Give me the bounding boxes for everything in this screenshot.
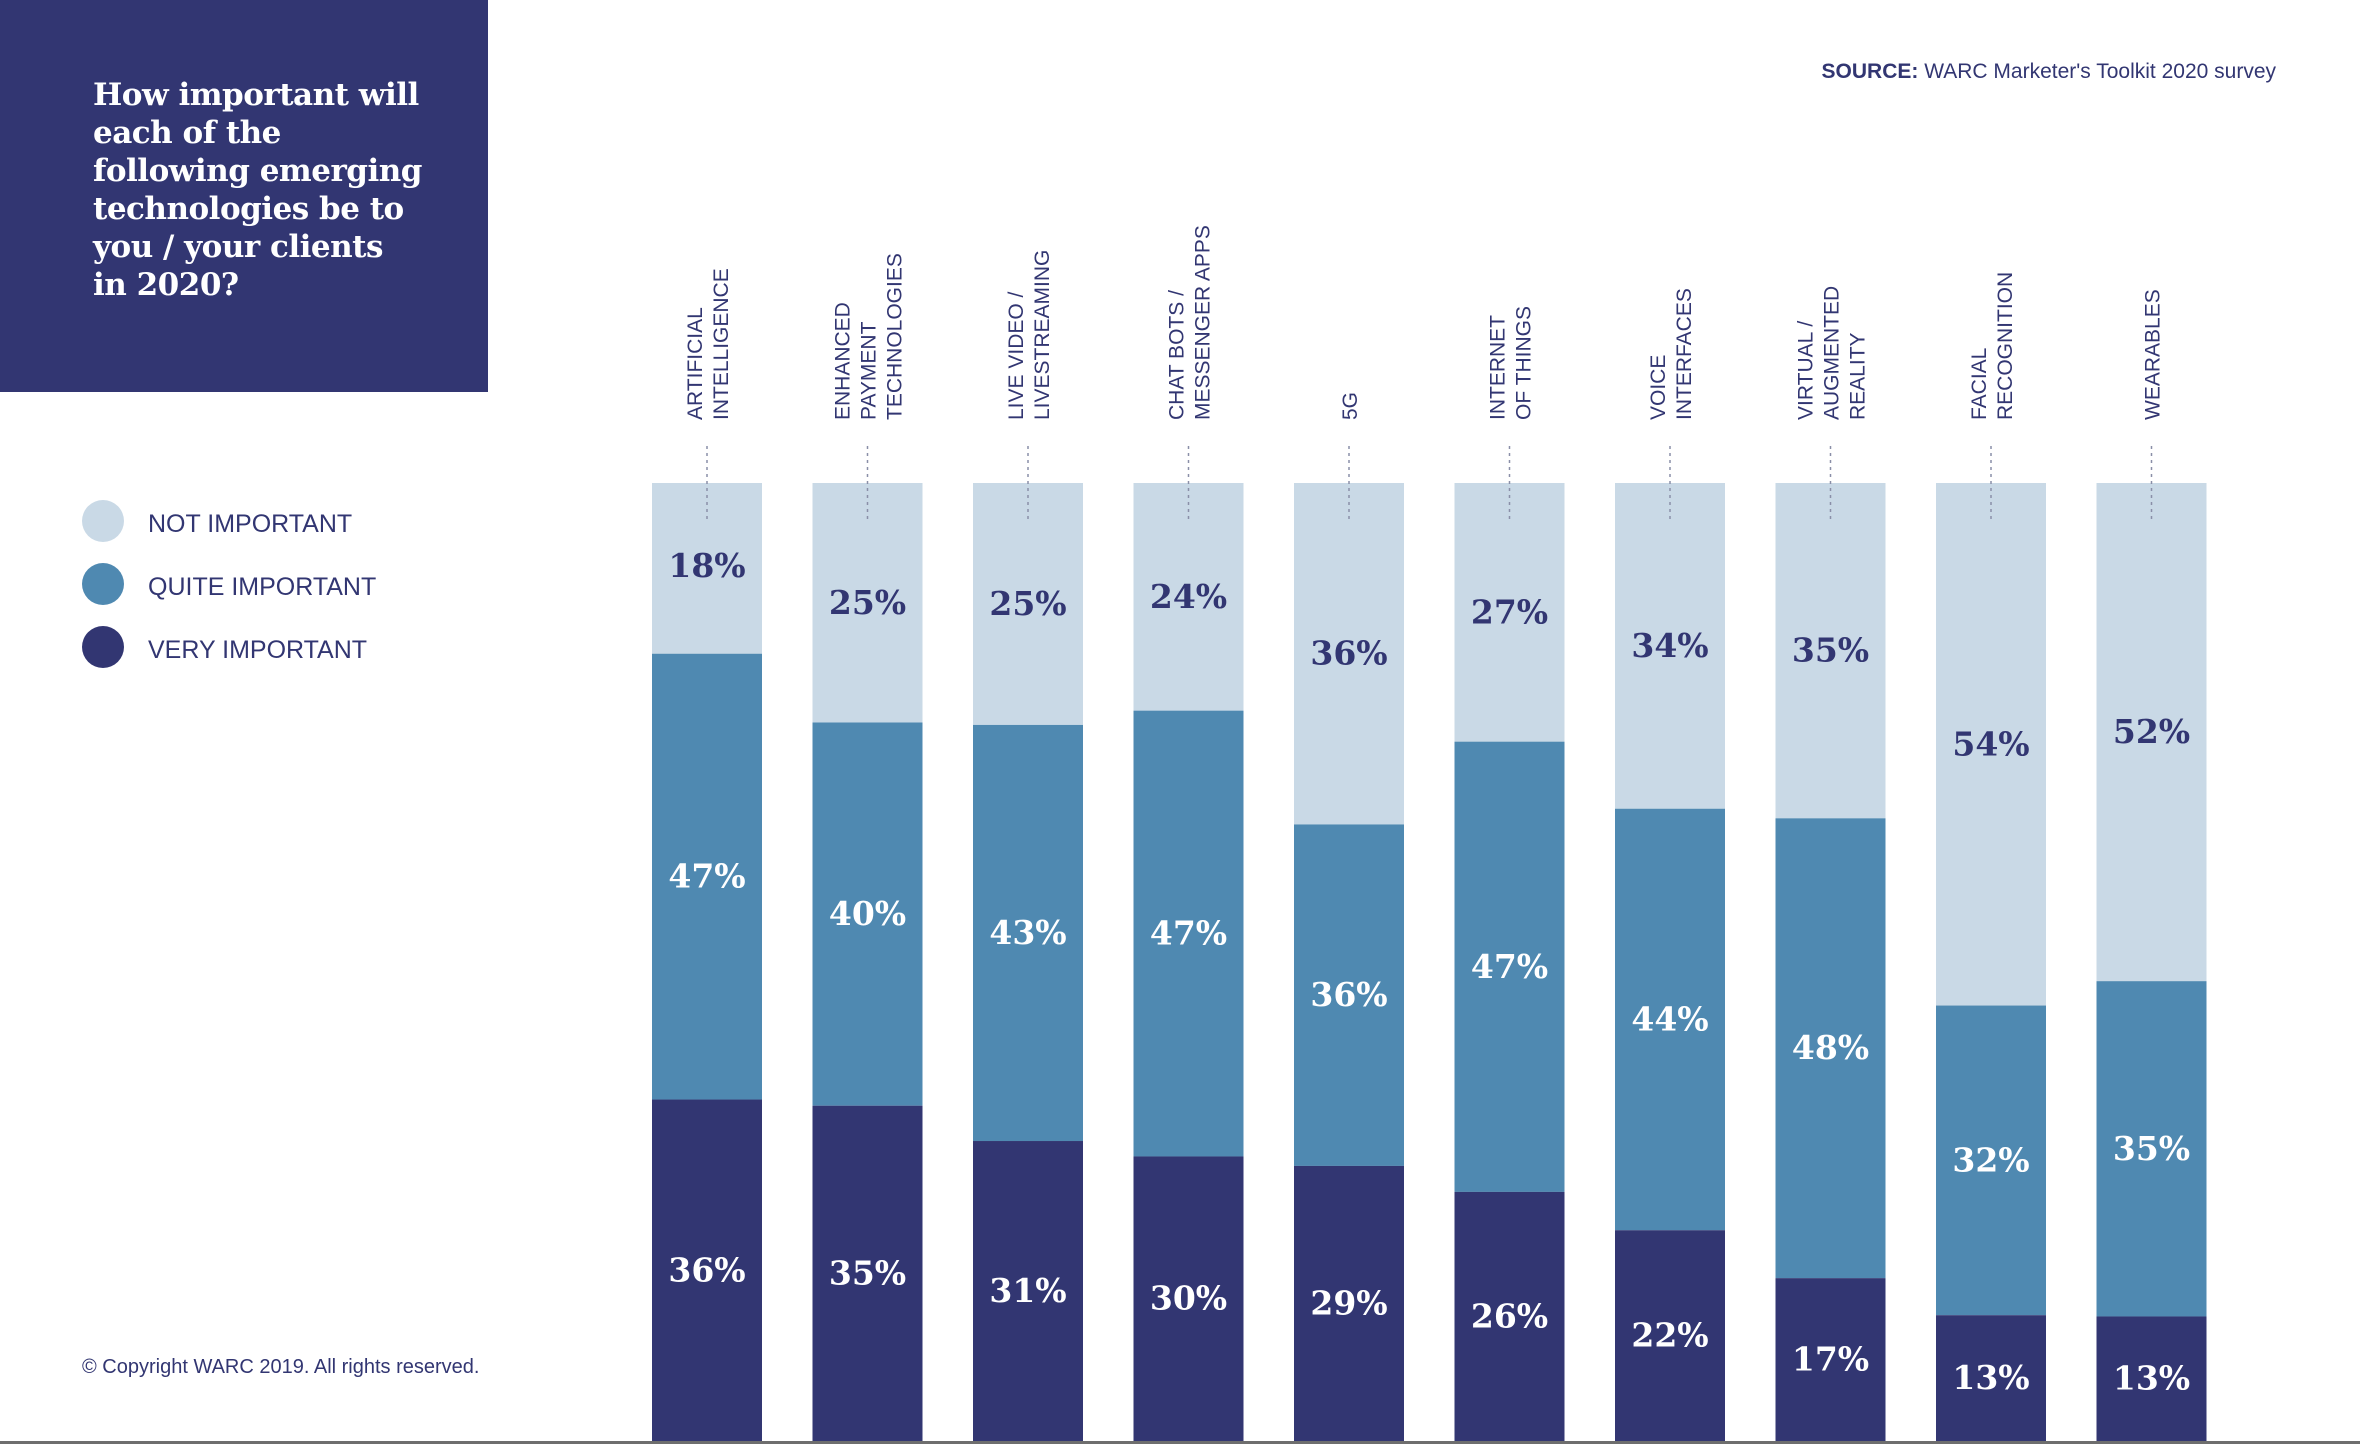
bar-segment-very-important	[1775, 1278, 1886, 1441]
bottom-rule	[0, 1441, 2360, 1444]
data-label-not-important: 52%	[2113, 712, 2190, 751]
category-label: LIVESTREAMING	[1031, 250, 1054, 420]
legend-label-very-important: VERY IMPORTANT	[148, 636, 368, 664]
data-label-not-important: 25%	[989, 584, 1066, 623]
category-label: WEARABLES	[2142, 289, 2165, 420]
bar-segment-quite-important	[1294, 824, 1404, 1166]
data-label-not-important: 18%	[668, 546, 745, 585]
data-label-quite-important: 47%	[668, 857, 745, 896]
category-label: INTERNET	[1487, 315, 1510, 420]
data-label-very-important: 31%	[989, 1271, 1066, 1310]
data-label-not-important: 34%	[1631, 626, 1708, 665]
bar-segment-very-important	[2096, 1316, 2207, 1441]
data-label-very-important: 35%	[829, 1253, 906, 1292]
category-label: TECHNOLOGIES	[884, 253, 907, 420]
data-label-quite-important: 32%	[1952, 1140, 2029, 1179]
bar-segment-quite-important	[2096, 981, 2207, 1317]
chart-title: How important will each of the following…	[93, 77, 422, 303]
data-label-quite-important: 36%	[1310, 975, 1387, 1014]
data-label-quite-important: 43%	[989, 913, 1066, 952]
source-label: SOURCE:	[1821, 60, 1919, 83]
data-label-not-important: 24%	[1150, 577, 1227, 616]
category-label: ENHANCED	[832, 302, 855, 420]
category-label: RECOGNITION	[1994, 272, 2017, 420]
title-panel: How important will each of the following…	[0, 0, 488, 392]
legend-swatch-very-important	[82, 626, 124, 668]
data-label-very-important: 36%	[668, 1250, 745, 1289]
bar-segment-quite-important	[1454, 741, 1565, 1192]
bar-segment-not-important	[1133, 483, 1244, 711]
source-text: WARC Marketer's Toolkit 2020 survey	[1924, 60, 2276, 83]
data-label-quite-important: 35%	[2113, 1129, 2190, 1168]
data-label-very-important: 13%	[2113, 1359, 2190, 1398]
category-label: INTELLIGENCE	[710, 268, 733, 420]
bar-segment-not-important	[1454, 483, 1565, 742]
legend-label-not-important: NOT IMPORTANT	[148, 510, 353, 538]
data-label-not-important: 27%	[1471, 592, 1548, 631]
data-label-quite-important: 48%	[1792, 1028, 1869, 1067]
category-label: VOICE	[1647, 355, 1670, 420]
bar-segment-not-important	[1775, 483, 1886, 819]
bar-segment-quite-important	[1133, 710, 1244, 1157]
category-label: OF THINGS	[1513, 306, 1536, 420]
category-label: AUGMENTED	[1821, 286, 1844, 420]
data-label-not-important: 36%	[1310, 634, 1387, 673]
bar-segment-quite-important	[652, 653, 762, 1100]
bar-segment-very-important	[973, 1141, 1083, 1441]
data-label-very-important: 30%	[1150, 1279, 1227, 1318]
category-label: ARTIFICIAL	[684, 307, 707, 420]
bar-segment-very-important	[1133, 1156, 1244, 1441]
bar-segment-quite-important	[973, 724, 1083, 1142]
copyright-text: © Copyright WARC 2019. All rights reserv…	[82, 1356, 480, 1378]
bar-segment-very-important	[1454, 1191, 1565, 1441]
data-label-quite-important: 47%	[1471, 947, 1548, 986]
data-label-very-important: 22%	[1631, 1316, 1708, 1355]
category-label: CHAT BOTS /	[1166, 290, 1189, 420]
bar-segment-not-important	[2096, 483, 2207, 982]
category-label: LIVE VIDEO /	[1005, 291, 1028, 420]
bar-segment-quite-important	[1775, 818, 1886, 1279]
data-label-not-important: 35%	[1792, 631, 1869, 670]
bar-segment-very-important	[812, 1105, 923, 1441]
category-label: VIRTUAL /	[1795, 321, 1818, 420]
bar-segment-not-important	[973, 483, 1083, 725]
category-label: INTERFACES	[1673, 288, 1696, 420]
legend-label-quite-important: QUITE IMPORTANT	[148, 573, 377, 601]
data-label-very-important: 29%	[1310, 1283, 1387, 1322]
category-label: FACIAL	[1968, 348, 1991, 420]
bar-segment-quite-important	[1936, 1005, 2046, 1316]
category-label: REALITY	[1847, 332, 1870, 420]
legend-swatch-not-important	[82, 500, 124, 542]
bar-segment-very-important	[1294, 1165, 1404, 1441]
data-label-very-important: 17%	[1792, 1340, 1869, 1379]
bar-segment-very-important	[1615, 1230, 1725, 1441]
data-label-not-important: 25%	[829, 583, 906, 622]
bar-segment-not-important	[1936, 483, 2046, 1006]
data-label-quite-important: 40%	[829, 894, 906, 933]
data-label-very-important: 26%	[1471, 1296, 1548, 1335]
bar-segment-not-important	[1615, 483, 1725, 809]
data-label-very-important: 13%	[1952, 1358, 2029, 1397]
category-label: MESSENGER APPS	[1192, 225, 1215, 420]
bar-segment-quite-important	[1615, 808, 1725, 1231]
bar-segment-quite-important	[812, 722, 923, 1106]
data-label-quite-important: 47%	[1150, 914, 1227, 953]
bar-segment-very-important	[1936, 1315, 2046, 1441]
bar-segment-not-important	[1294, 483, 1404, 825]
category-label: PAYMENT	[858, 321, 881, 420]
category-label: 5G	[1339, 392, 1362, 420]
bar-segment-very-important	[652, 1099, 762, 1441]
source-note: SOURCE: WARC Marketer's Toolkit 2020 sur…	[1822, 60, 2276, 84]
bar-segment-not-important	[812, 483, 923, 723]
legend-swatch-quite-important	[82, 563, 124, 605]
data-label-not-important: 54%	[1952, 724, 2029, 763]
data-label-quite-important: 44%	[1631, 999, 1708, 1038]
